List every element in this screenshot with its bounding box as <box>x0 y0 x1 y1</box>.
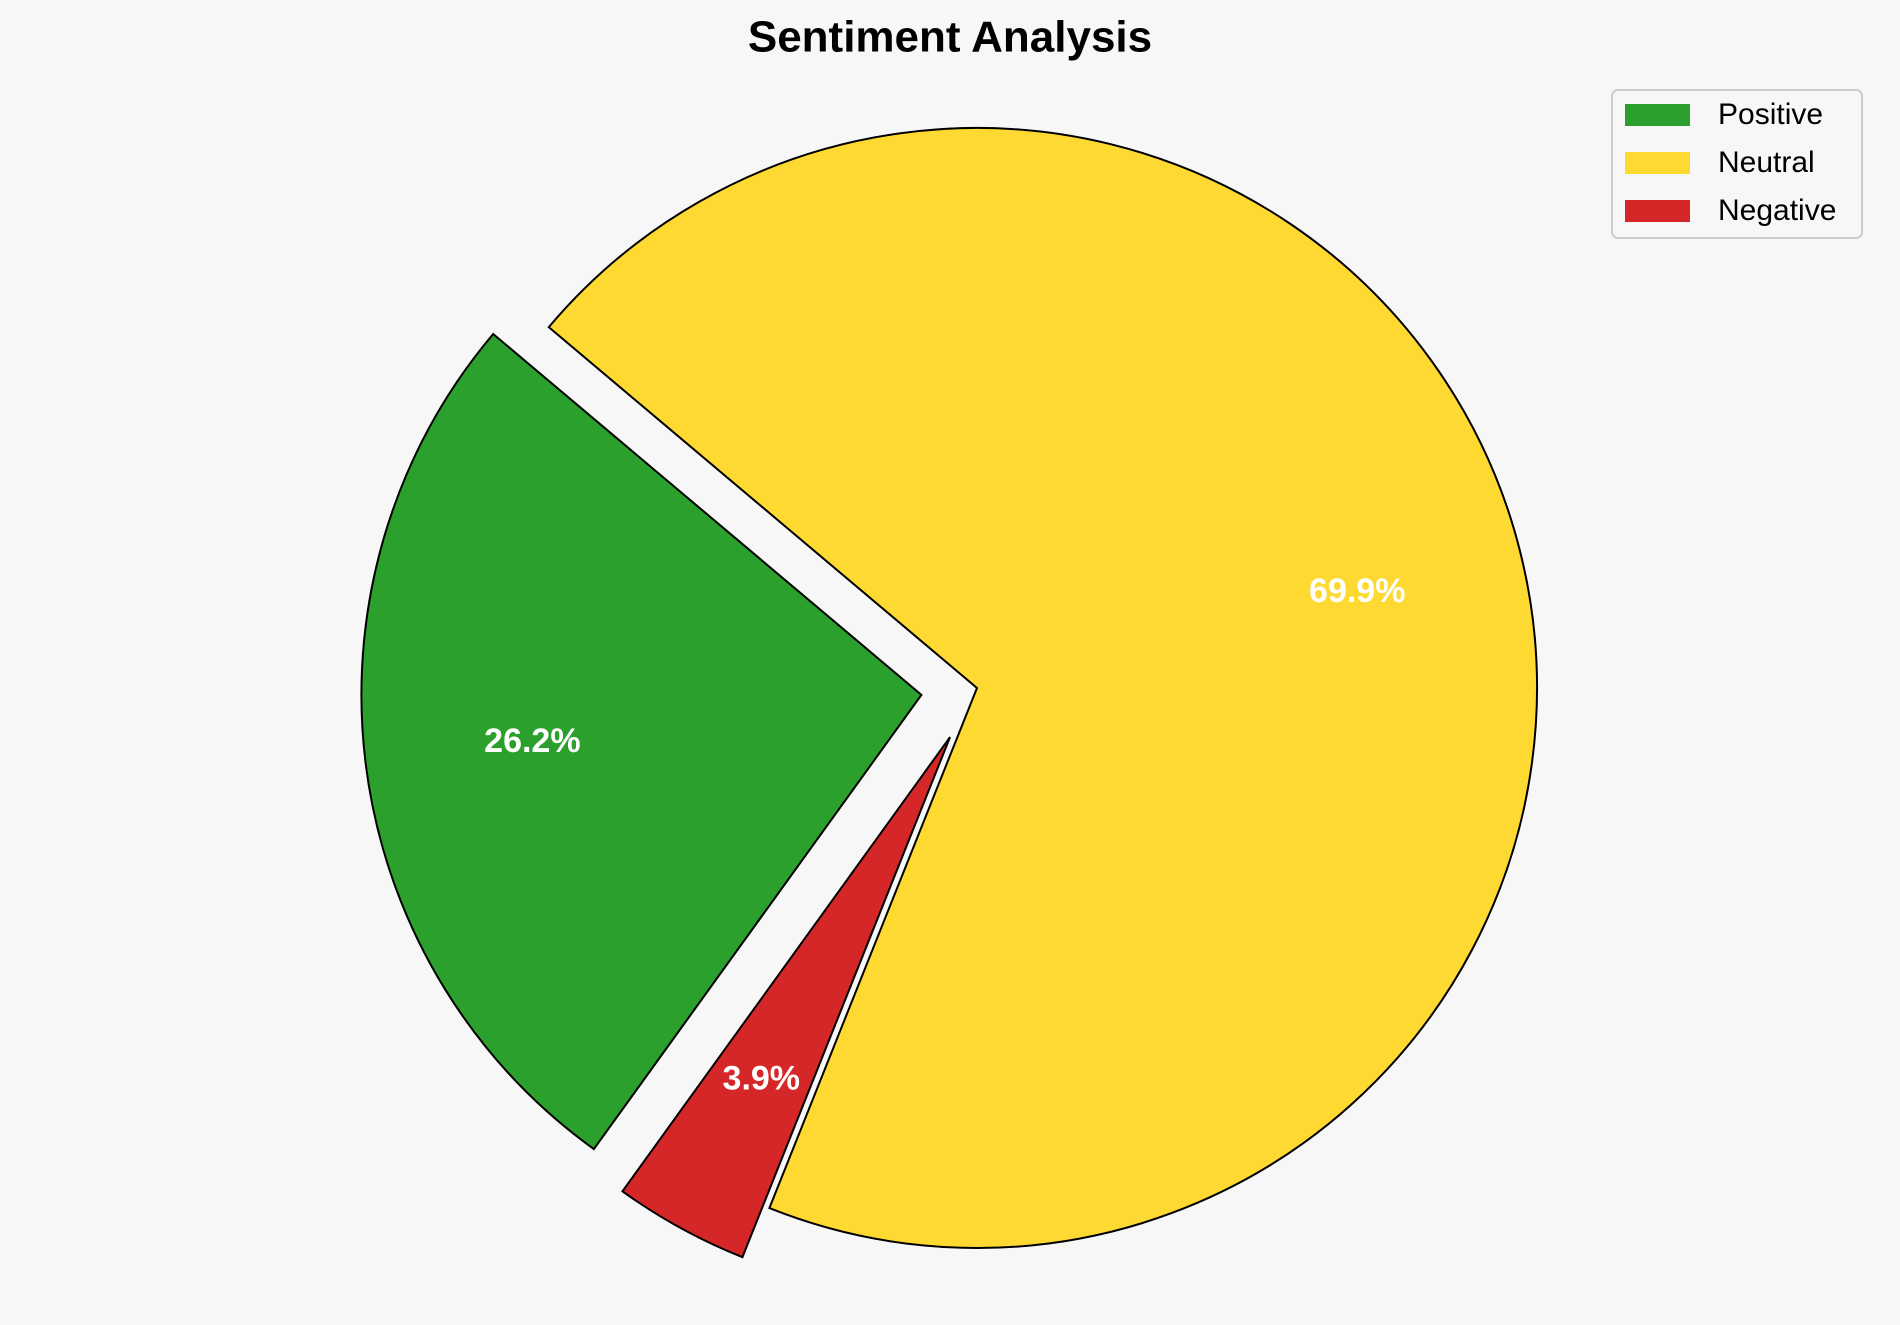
legend-label: Neutral <box>1718 146 1815 179</box>
legend-label: Positive <box>1718 98 1823 131</box>
pie-slice <box>547 127 1538 1249</box>
slice-label: 3.9% <box>723 1060 801 1098</box>
pie-slice <box>621 736 951 1259</box>
legend-swatch <box>1625 104 1690 126</box>
slice-label: 26.2% <box>484 722 580 760</box>
legend-swatch <box>1625 200 1690 222</box>
legend-label: Negative <box>1718 194 1836 227</box>
chart-title: Sentiment Analysis <box>748 13 1152 62</box>
legend-swatch <box>1625 152 1690 174</box>
slice-label: 69.9% <box>1309 572 1405 610</box>
pie-slice <box>360 332 923 1151</box>
